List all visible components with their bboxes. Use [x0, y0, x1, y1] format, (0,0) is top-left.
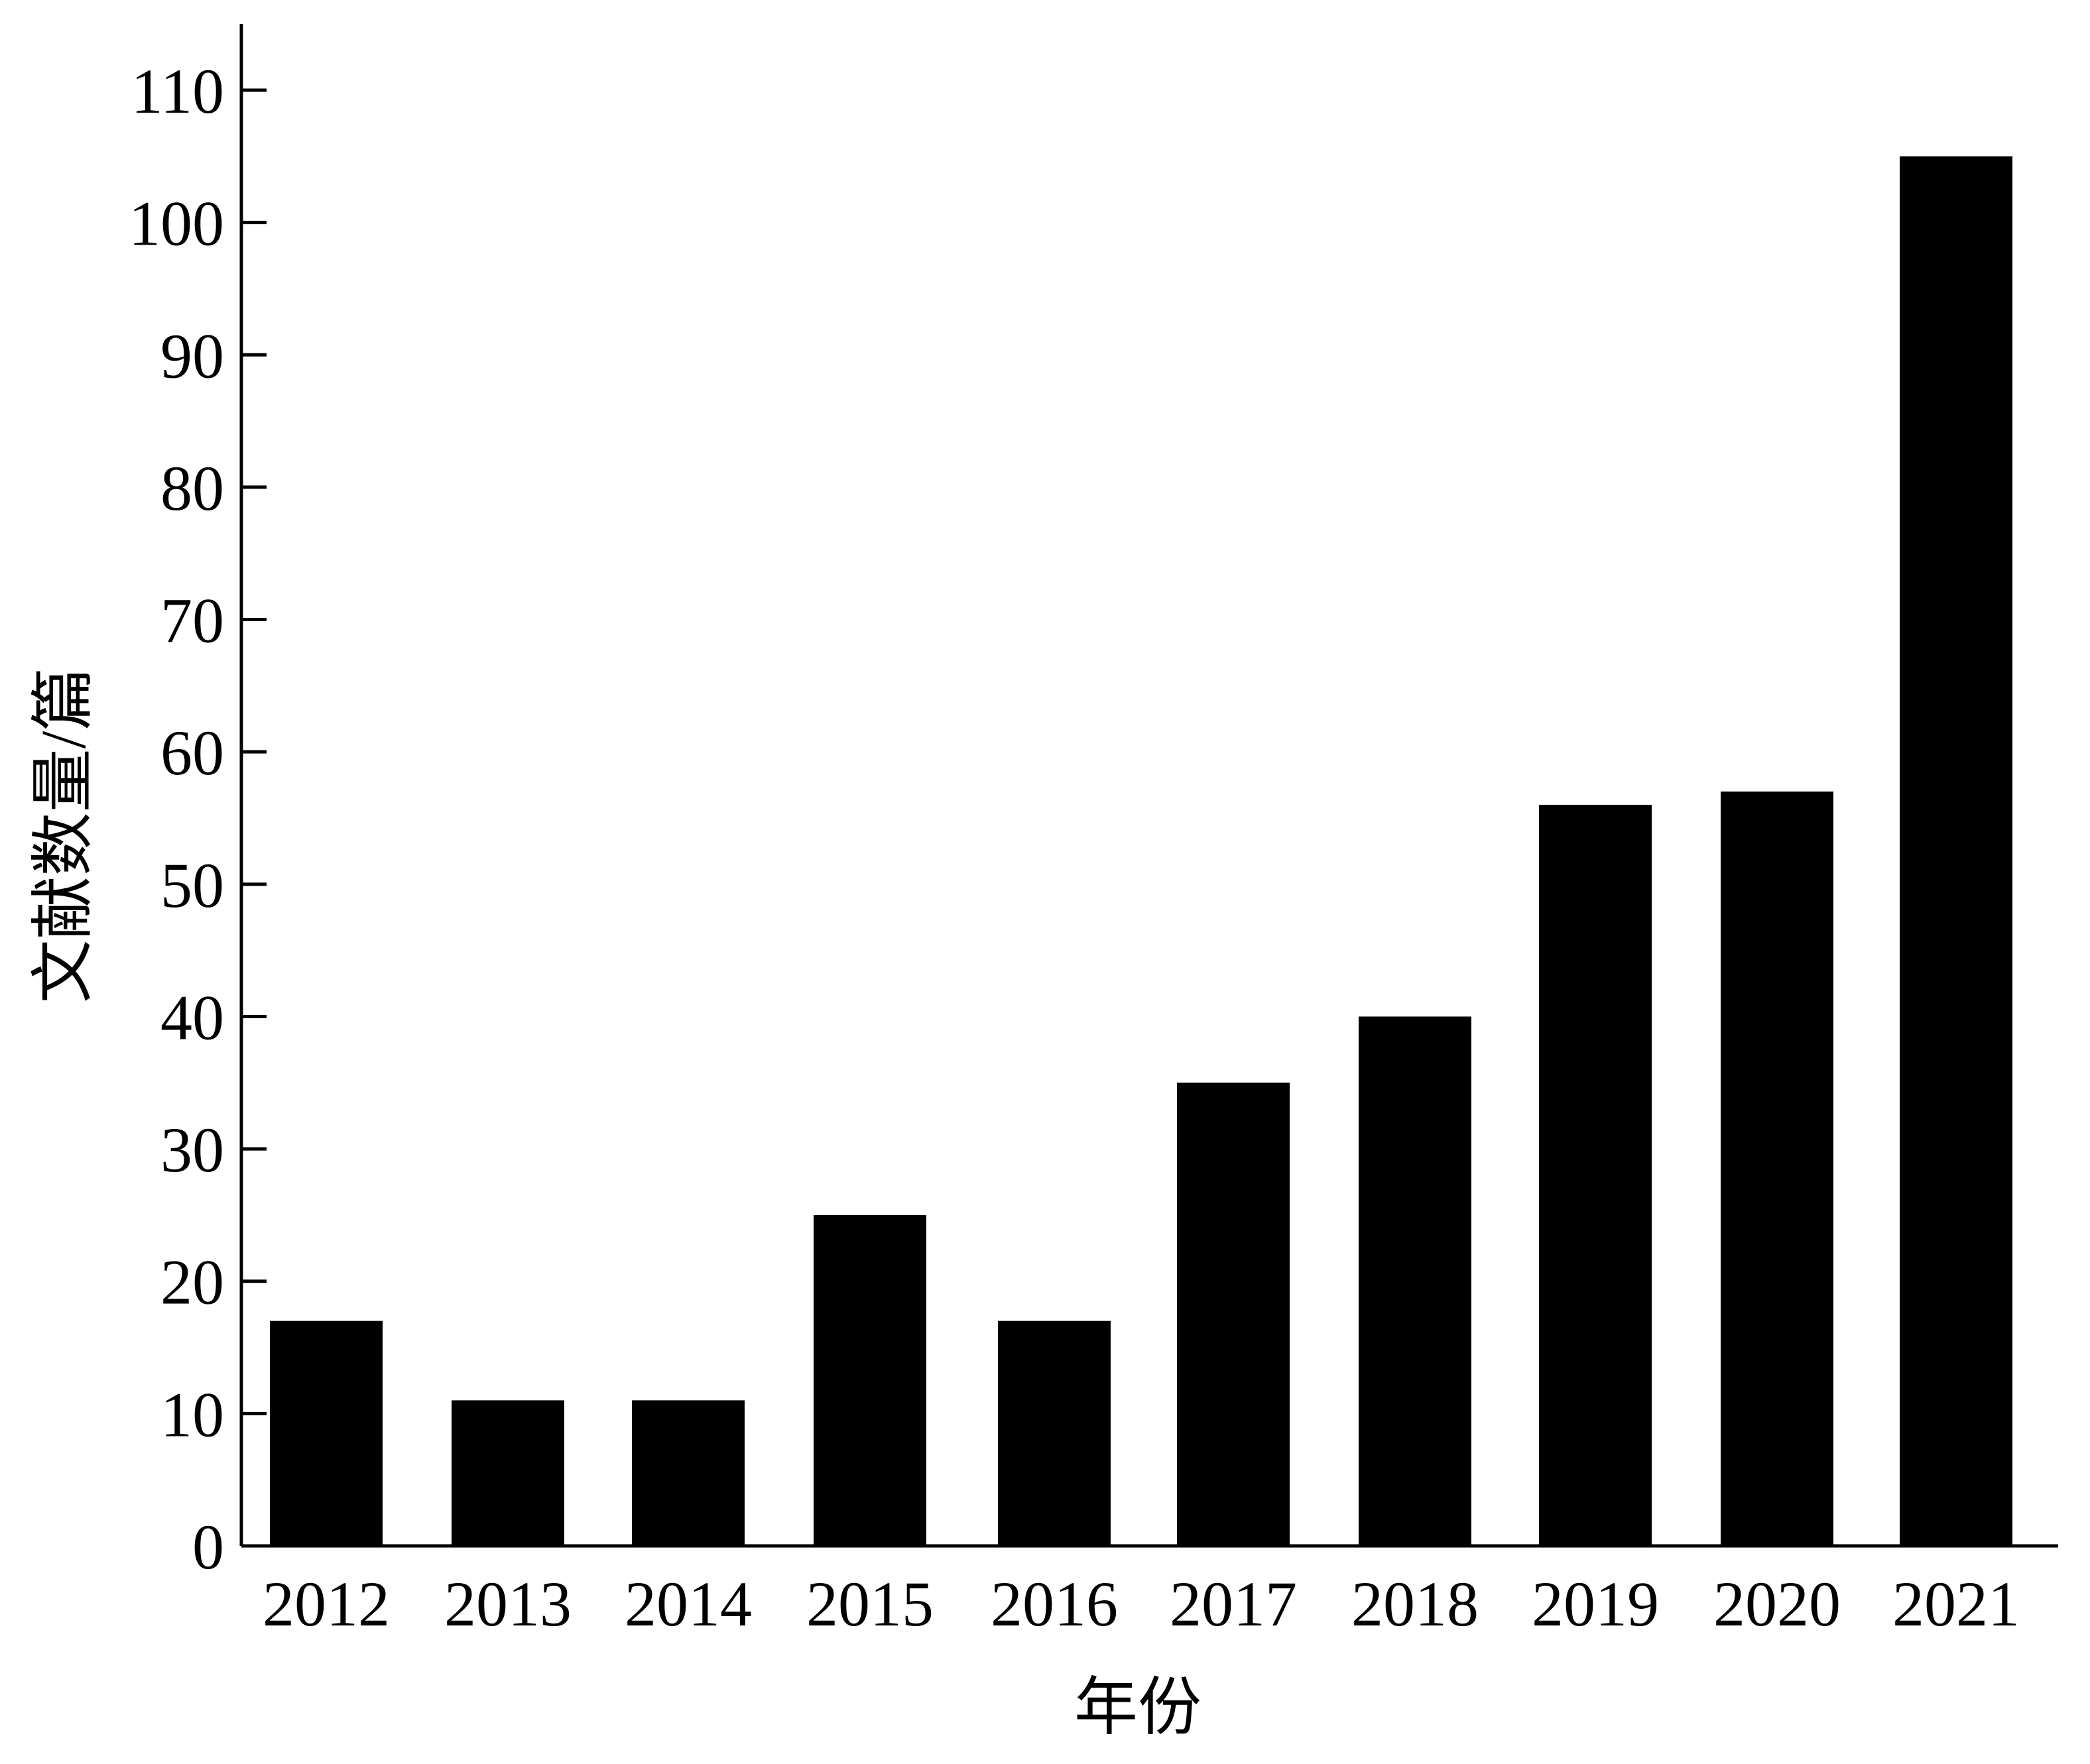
bar-2015 [814, 1214, 926, 1546]
y-ticks: 0 10 20 30 40 50 60 70 80 90 100 110 [129, 56, 267, 1582]
y-tick-label: 80 [160, 453, 224, 524]
x-tick-label: 2017 [1170, 1568, 1297, 1639]
bar-2019 [1539, 805, 1652, 1546]
bar-2012 [270, 1321, 383, 1546]
y-tick-label: 30 [160, 1114, 224, 1185]
y-tick-label: 60 [160, 717, 224, 788]
x-tick-label: 2015 [806, 1568, 934, 1639]
x-tick-label: 2014 [625, 1568, 752, 1639]
x-tick-label: 2018 [1351, 1568, 1479, 1639]
x-ticks: 2012 2013 2014 2015 2016 2017 2018 2019 2020 2021 [263, 1568, 2020, 1639]
bar-2018 [1359, 1016, 1471, 1546]
y-tick-label: 40 [160, 982, 224, 1053]
x-tick-label: 2020 [1713, 1568, 1841, 1639]
x-tick-label: 2021 [1892, 1568, 2020, 1639]
bar-2021 [1900, 156, 2012, 1547]
x-axis-title: 年份 [1074, 1672, 1201, 1743]
bar-2016 [998, 1321, 1111, 1546]
x-tick-label: 2013 [444, 1568, 572, 1639]
y-tick-label: 0 [192, 1511, 224, 1582]
axes [239, 24, 2058, 1548]
x-tick-label: 2019 [1532, 1568, 1659, 1639]
bars [270, 156, 2012, 1547]
y-tick-label: 110 [131, 56, 224, 127]
y-tick-label: 90 [160, 320, 224, 391]
bar-2017 [1177, 1083, 1290, 1546]
y-tick-label: 70 [160, 585, 224, 656]
y-tick-label: 100 [129, 188, 224, 259]
y-axis-title: 文献数量/篇 [28, 668, 99, 1004]
y-tick-label: 50 [160, 850, 224, 921]
x-tick-label: 2016 [991, 1568, 1118, 1639]
x-tick-label: 2012 [263, 1568, 390, 1639]
y-tick-label: 20 [160, 1247, 224, 1318]
y-tick-label: 10 [160, 1379, 224, 1450]
bar-2020 [1721, 792, 1833, 1546]
bar-2014 [632, 1400, 745, 1546]
bar-2013 [452, 1400, 564, 1546]
